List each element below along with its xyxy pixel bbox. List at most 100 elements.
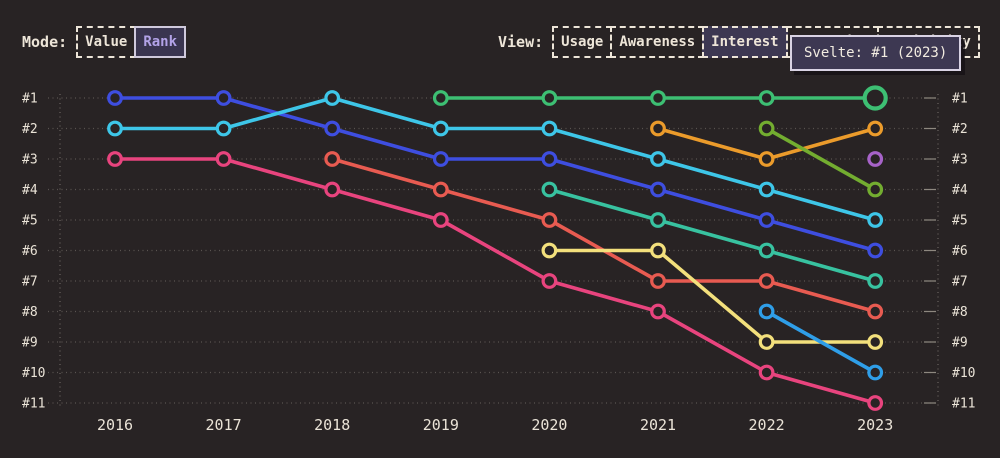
mode-value-button[interactable]: Value (76, 26, 137, 58)
mode-rank-button[interactable]: Rank (134, 26, 187, 58)
data-point[interactable] (107, 90, 123, 106)
data-point[interactable] (867, 120, 884, 137)
data-point[interactable] (541, 242, 558, 259)
rank-label-right: #6 (952, 244, 968, 259)
rank-label-right: #9 (952, 336, 968, 351)
series-line (764, 309, 878, 375)
data-point[interactable] (867, 151, 884, 167)
series-teal[interactable] (541, 181, 884, 289)
data-point[interactable] (758, 273, 775, 289)
data-point[interactable] (758, 181, 775, 198)
data-point[interactable] (107, 151, 123, 167)
rank-label-right: #4 (952, 183, 968, 198)
rank-label-right: #1 (952, 92, 968, 107)
year-label: 2021 (640, 416, 676, 434)
data-point[interactable] (324, 181, 341, 198)
data-point[interactable] (867, 364, 884, 381)
data-point[interactable] (867, 181, 884, 198)
data-point[interactable] (432, 151, 449, 167)
year-label: 2017 (206, 416, 242, 434)
data-point[interactable] (541, 212, 558, 228)
series-sky[interactable] (758, 303, 884, 381)
data-point[interactable] (758, 90, 775, 106)
data-point[interactable] (758, 242, 775, 259)
view-awareness-button[interactable]: Awareness (610, 26, 705, 58)
data-point[interactable] (541, 273, 558, 289)
data-point[interactable] (758, 303, 775, 320)
year-label: 2022 (749, 416, 785, 434)
data-point[interactable] (867, 273, 884, 289)
year-label: 2018 (314, 416, 350, 434)
series-yellow[interactable] (541, 242, 884, 350)
data-point[interactable] (541, 90, 558, 106)
data-point[interactable] (758, 364, 775, 381)
data-point[interactable] (650, 242, 666, 259)
rank-label-left: #11 (22, 397, 45, 412)
data-point[interactable] (215, 90, 232, 106)
data-point[interactable] (867, 395, 884, 411)
data-point[interactable] (758, 151, 775, 167)
data-point[interactable] (432, 181, 449, 198)
rank-label-right: #11 (952, 397, 975, 412)
data-point[interactable] (432, 212, 449, 228)
data-point[interactable] (650, 181, 666, 198)
series-line (113, 96, 878, 253)
rank-label-left: #5 (22, 214, 38, 229)
data-point[interactable] (541, 151, 558, 167)
mode-control: Mode: Value Rank (22, 26, 187, 58)
series-line (113, 96, 878, 222)
rank-label-left: #3 (22, 153, 38, 168)
rank-label-left: #10 (22, 366, 45, 381)
rank-label-left: #2 (22, 122, 38, 137)
rank-label-left: #8 (22, 305, 38, 320)
series-blue[interactable] (107, 90, 884, 259)
view-interest-button[interactable]: Interest (702, 26, 788, 58)
series-purple[interactable] (867, 151, 884, 167)
data-point[interactable] (324, 90, 341, 106)
data-point[interactable] (650, 273, 666, 289)
data-point-highlighted[interactable] (862, 85, 888, 111)
data-point[interactable] (324, 120, 341, 137)
data-point[interactable] (867, 242, 884, 259)
series-orange[interactable] (650, 120, 884, 167)
data-point[interactable] (867, 212, 884, 228)
data-point[interactable] (215, 151, 232, 167)
series-cyan[interactable] (107, 90, 884, 228)
data-point[interactable] (650, 151, 666, 167)
data-point[interactable] (867, 334, 884, 350)
year-label: 2019 (423, 416, 459, 434)
rank-label-left: #1 (22, 92, 38, 107)
toolbar: Mode: Value Rank View: Usage Awareness I… (0, 0, 1000, 80)
rank-label-right: #3 (952, 153, 968, 168)
data-point[interactable] (758, 334, 775, 350)
mode-label: Mode: (22, 33, 68, 51)
rank-label-right: #5 (952, 214, 968, 229)
data-point[interactable] (432, 90, 449, 106)
data-point[interactable] (758, 120, 775, 137)
data-point[interactable] (650, 120, 666, 137)
data-point[interactable] (107, 120, 123, 137)
tooltip-text: Svelte: #1 (2023) (804, 45, 948, 61)
data-point[interactable] (432, 120, 449, 137)
view-usage-button[interactable]: Usage (552, 26, 613, 58)
series-svelte[interactable] (432, 85, 888, 111)
series-line (113, 157, 878, 405)
data-point[interactable] (215, 120, 232, 137)
rank-label-left: #7 (22, 275, 38, 290)
data-point[interactable] (541, 181, 558, 198)
data-point[interactable] (650, 90, 666, 106)
data-point[interactable] (867, 303, 884, 320)
data-point[interactable] (324, 151, 341, 167)
rank-label-left: #6 (22, 244, 38, 259)
series-pink[interactable] (107, 151, 884, 411)
data-point[interactable] (650, 303, 666, 320)
data-point[interactable] (650, 212, 666, 228)
year-label: 2016 (97, 416, 133, 434)
rank-label-right: #10 (952, 366, 975, 381)
data-point[interactable] (758, 212, 775, 228)
series-lime[interactable] (758, 120, 884, 198)
series-salmon[interactable] (324, 151, 884, 320)
data-point[interactable] (541, 120, 558, 137)
